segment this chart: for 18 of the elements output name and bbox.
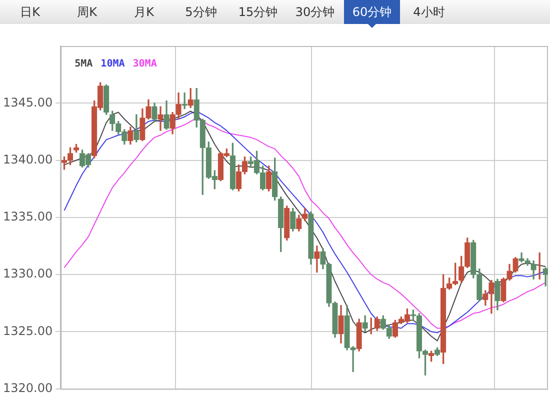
text: 30MA (132, 58, 157, 70)
text: 5MA (74, 58, 93, 70)
text: 日K (19, 4, 41, 21)
y-tick-label: 1340.00 (3, 152, 53, 166)
y-tick-label: 1345.00 (3, 95, 53, 110)
text: 15分钟 (237, 4, 279, 21)
text: 30分钟 (294, 4, 336, 21)
text: 月K (133, 4, 155, 21)
y-tick-label: 1335.00 (3, 210, 53, 224)
y-tick-label: 1325.00 (3, 324, 53, 338)
candlestick (158, 106, 164, 131)
y-tick-label: 1330.00 (3, 266, 53, 281)
text: 周K (76, 4, 98, 21)
y-tick-label: 1320.00 (3, 380, 53, 395)
text: 4小时 (412, 4, 446, 21)
text: 5分钟 (184, 4, 218, 21)
text: 60分钟 (344, 0, 400, 24)
text: 10MA (100, 58, 125, 70)
